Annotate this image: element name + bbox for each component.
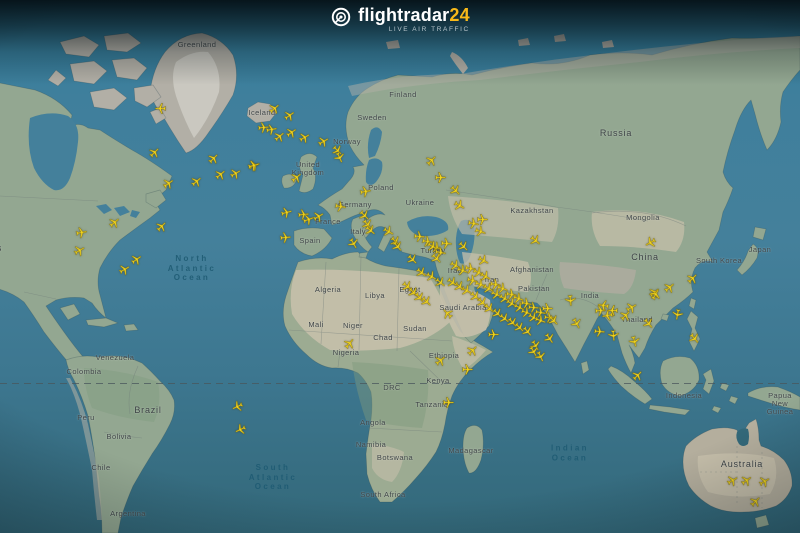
plane-marker[interactable] bbox=[332, 198, 347, 213]
plane-marker[interactable] bbox=[228, 397, 245, 414]
plane-marker[interactable] bbox=[683, 269, 701, 287]
radar-icon bbox=[331, 7, 351, 27]
brand-tagline: LIVE AIR TRAFFIC bbox=[388, 26, 470, 33]
plane-marker[interactable] bbox=[422, 151, 440, 169]
plane-marker[interactable] bbox=[187, 172, 205, 190]
plane-marker[interactable] bbox=[357, 183, 372, 198]
plane-marker[interactable] bbox=[245, 157, 261, 173]
plane-marker[interactable] bbox=[152, 217, 170, 235]
plane-marker[interactable] bbox=[70, 241, 88, 259]
brand-wordmark: flightradar24 bbox=[358, 6, 470, 25]
plane-marker[interactable] bbox=[442, 396, 455, 409]
plane-marker[interactable] bbox=[487, 328, 500, 341]
plane-marker[interactable] bbox=[639, 314, 657, 332]
plane-marker[interactable] bbox=[626, 333, 642, 349]
plane-marker[interactable] bbox=[438, 304, 456, 322]
plane-marker[interactable] bbox=[463, 341, 481, 359]
plane-marker[interactable] bbox=[278, 230, 292, 244]
brand-text: flightradar bbox=[358, 5, 450, 25]
plane-marker[interactable] bbox=[461, 363, 474, 376]
plane-marker[interactable] bbox=[159, 174, 177, 192]
plane-marker[interactable] bbox=[154, 102, 167, 115]
plane-marker[interactable] bbox=[737, 471, 755, 489]
plane-marker[interactable] bbox=[746, 492, 764, 510]
plane-marker[interactable] bbox=[606, 328, 620, 342]
plane-marker[interactable] bbox=[105, 213, 123, 231]
plane-marker[interactable] bbox=[226, 164, 244, 182]
plane-marker[interactable] bbox=[592, 324, 606, 338]
plane-marker[interactable] bbox=[446, 181, 464, 199]
plane-marker[interactable] bbox=[431, 351, 449, 369]
header: flightradar24 LIVE AIR TRAFFIC bbox=[0, 6, 800, 33]
plane-marker[interactable] bbox=[204, 149, 222, 167]
plane-marker[interactable] bbox=[599, 307, 614, 322]
plane-marker[interactable] bbox=[145, 143, 163, 161]
plane-marker[interactable] bbox=[287, 168, 305, 186]
plane-marker[interactable] bbox=[669, 306, 684, 321]
plane-marker[interactable] bbox=[278, 204, 294, 220]
plane-marker[interactable] bbox=[434, 171, 447, 184]
flightradar24-logo[interactable]: flightradar24 LIVE AIR TRAFFIC bbox=[330, 6, 470, 33]
plane-marker[interactable] bbox=[340, 334, 358, 352]
plane-marker[interactable] bbox=[231, 420, 248, 437]
plane-marker[interactable] bbox=[685, 329, 703, 347]
plane-marker[interactable] bbox=[73, 224, 88, 239]
plane-marker[interactable] bbox=[526, 231, 544, 249]
plane-marker[interactable] bbox=[450, 196, 468, 214]
plane-marker[interactable] bbox=[314, 132, 332, 150]
wordmark-block: flightradar24 LIVE AIR TRAFFIC bbox=[358, 6, 470, 34]
plane-marker[interactable] bbox=[454, 237, 472, 255]
plane-marker[interactable] bbox=[755, 472, 773, 490]
plane-marker[interactable] bbox=[641, 233, 659, 251]
brand-suffix: 24 bbox=[449, 5, 470, 25]
plane-marker[interactable] bbox=[567, 314, 585, 332]
plane-marker[interactable] bbox=[628, 366, 646, 384]
plane-marker[interactable] bbox=[563, 293, 577, 307]
plane-marker[interactable] bbox=[344, 234, 362, 252]
